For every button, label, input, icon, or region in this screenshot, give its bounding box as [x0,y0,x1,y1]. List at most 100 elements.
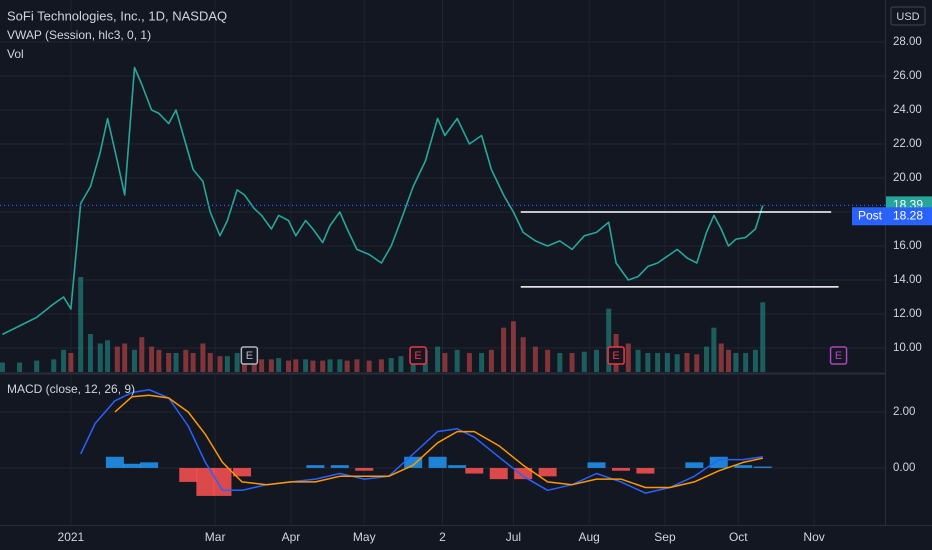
volume-bar [454,349,460,372]
volume-bar [760,302,766,372]
x-tick-label: 2 [439,530,446,544]
histogram-bar [514,467,533,480]
earnings-label: E [835,350,842,362]
y-tick-label: 26.00 [893,70,922,82]
volume-bar [224,356,230,372]
histogram-bar [538,467,557,477]
volume-bar [149,346,155,372]
histogram-bar [753,466,772,468]
volume-bar [520,337,526,372]
indicator-label: Vol [7,47,24,61]
volume-bar [285,360,291,372]
volume-bar [139,337,145,372]
volume-bar [78,277,84,372]
volume-bar [655,353,661,372]
volume-bar [752,349,758,372]
volume-bar [694,354,700,372]
volume-bar [0,362,5,372]
earnings-marker [607,346,625,365]
earnings-marker [409,346,427,365]
volume-bar [726,349,732,372]
macd-line [80,388,763,494]
y-tick-label: 24.00 [893,104,922,116]
volume-bar [442,353,448,372]
volume-bar [466,353,472,372]
volume-bar [664,353,670,372]
volume-bar [327,359,333,372]
histogram-bar [611,467,630,471]
volume-bar [674,354,680,372]
histogram-bar [105,456,124,468]
volume-bar [532,346,538,372]
y-tick-label: 22.00 [893,138,922,150]
histogram-bar [140,462,159,468]
x-tick-label: May [353,530,376,544]
volume-bar [557,353,563,372]
x-tick-label: Sep [654,530,676,544]
volume-bar [183,349,189,372]
histogram-bar [734,465,753,468]
histogram-bar [709,456,728,468]
histogram-bar [179,467,198,482]
volume-bar [61,349,67,372]
volume-bar [344,360,350,372]
y-tick-label: 2.00 [893,406,915,418]
volume-bar [303,359,309,372]
volume-bar [354,359,360,372]
volume-bar [251,358,257,372]
volume-bar [51,359,57,372]
histogram-bar [404,456,423,468]
y-tick-label: 12.00 [893,308,922,320]
histogram-bar [306,465,325,468]
y-tick-label: 10.00 [893,342,922,354]
volume-bar [398,356,404,372]
volume-bar [87,334,93,372]
histogram-bar [685,462,704,468]
volume-bar [173,353,179,372]
histogram-bar [196,467,215,496]
histogram-bar [465,467,484,474]
volume-bar [259,359,265,372]
earnings-marker [240,346,259,365]
currency[interactable]: USD [896,11,919,23]
volume-bar [378,359,384,372]
volume-bar [34,360,40,372]
earnings-label: E [414,350,421,362]
volume-bar [581,351,587,372]
volume-bar [743,353,749,372]
volume-bar [718,343,724,372]
volume-bar [131,349,137,372]
x-tick-label: Oct [729,530,748,544]
x-tick-label: Nov [803,530,824,544]
earnings-label: E [246,350,253,362]
volume-bar [268,359,274,372]
y-tick-label: 16.00 [893,240,922,252]
currency-box[interactable] [890,6,926,26]
volume-bar [625,343,631,372]
x-tick-label: Apr [282,530,301,544]
y-tick-label: 0.00 [893,462,915,474]
volume-bar [545,349,551,372]
volume-bar [97,343,103,372]
volume-bar [217,356,223,372]
volume-bar [207,353,213,372]
volume-bar [645,353,651,372]
volume-bar [17,362,23,372]
histogram-bar [233,467,252,477]
volume-bar [310,360,316,372]
volume-bar [488,349,494,372]
x-tick-label: 2021 [58,530,85,544]
x-tick-label: Mar [205,530,226,544]
volume-bar [594,349,600,372]
price-line [2,66,764,336]
histogram-bar [489,467,508,480]
histogram-bar [587,462,606,468]
histogram-bar [330,465,349,468]
volume-bar [711,327,717,372]
histogram-bar [213,467,232,496]
y-tick-label: 20.00 [893,172,922,184]
volume-bar [122,343,128,372]
volume-bar [337,359,343,372]
volume-bar [388,358,394,372]
